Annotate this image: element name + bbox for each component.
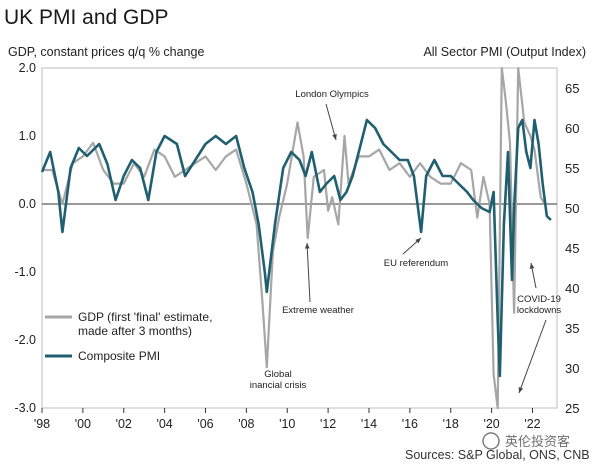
right-tick-label: 40	[565, 281, 579, 296]
annotation-arrow	[306, 242, 311, 303]
right-tick-labels: 65 60 55 50 45 40 35 30 25	[565, 81, 579, 416]
right-tick-label: 25	[565, 401, 579, 416]
annotation-arrowhead	[529, 263, 535, 269]
right-tick-label: 30	[565, 361, 579, 376]
left-tick-label: 2.0	[19, 61, 36, 75]
annotation-label: Global	[264, 369, 291, 380]
composite-pmi-series-line	[40, 118, 552, 378]
annotation-arrowhead	[518, 387, 524, 393]
x-tick-label: '06	[197, 417, 213, 431]
right-tick-label: 45	[565, 241, 579, 256]
x-tick-label: '98	[34, 417, 50, 431]
x-tick-label: '14	[361, 417, 377, 431]
x-tick-label: '08	[238, 417, 254, 431]
left-tick-label: 0.0	[19, 197, 36, 211]
x-tick-label: '02	[116, 417, 132, 431]
x-tick-labels: '98 '00 '02 '04 '06 '08 '10 '12 '14 '16 '18 '20 '22	[34, 408, 541, 431]
source-note: Sources: S&P Global, ONS, CNB	[405, 448, 590, 462]
legend-gdp-label-line2: made after 3 months)	[78, 324, 192, 338]
x-tick-label: '16	[402, 417, 418, 431]
watermark-icon	[482, 432, 500, 450]
annotation-arrow	[325, 103, 337, 141]
annotation-arrowhead	[304, 243, 310, 249]
x-tick-label: '04	[156, 417, 172, 431]
right-tick-label: 50	[565, 201, 579, 216]
annotation-label: Extreme weather	[282, 305, 354, 316]
legend-gdp-label-line1: GDP (first 'final' estimate,	[78, 310, 212, 324]
gdp-series-line	[42, 66, 546, 410]
left-axis-label: GDP, constant prices q/q % change	[8, 45, 204, 59]
legend-pmi-label: Composite PMI	[78, 349, 160, 363]
x-tick-label: '20	[483, 417, 499, 431]
right-tick-label: 55	[565, 161, 579, 176]
series-layer	[40, 66, 552, 410]
right-tick-label: 65	[565, 81, 579, 96]
x-tick-label: '12	[320, 417, 336, 431]
x-tick-label: '18	[443, 417, 459, 431]
annotation-label: lockdowns	[517, 305, 562, 316]
annotation-label: inancial crisis	[250, 380, 307, 391]
annotation-arrow	[518, 319, 547, 394]
left-tick-label: 1.0	[19, 129, 36, 143]
left-tick-label: -3.0	[14, 401, 36, 415]
x-tick-label: '00	[75, 417, 91, 431]
left-tick-label: -2.0	[14, 333, 36, 347]
right-tick-label: 60	[565, 121, 579, 136]
left-tick-label: -1.0	[14, 265, 36, 279]
annotation-label: London Olympics	[295, 89, 369, 100]
annotation-label: EU referendum	[384, 258, 449, 269]
left-tick-labels: 2.0 1.0 0.0 -1.0 -2.0 -3.0	[14, 61, 36, 415]
plot-area-frame	[41, 67, 558, 409]
annotation-layer: London Olympics Extreme weather Globalinan…	[250, 89, 562, 394]
watermark-text: 英伦投资客	[505, 434, 570, 449]
right-tick-label: 35	[565, 321, 579, 336]
legend: GDP (first 'final' estimate, made after …	[45, 310, 212, 363]
watermark: 英伦投资客	[482, 432, 570, 450]
annotation-label: COVID-19	[517, 294, 561, 305]
right-axis-label: All Sector PMI (Output Index)	[423, 45, 586, 59]
annotation-arrowhead	[415, 238, 421, 244]
x-tick-label: '22	[524, 417, 540, 431]
chart-title: UK PMI and GDP	[4, 6, 169, 29]
annotation-arrowhead	[332, 134, 337, 140]
x-tick-label: '10	[279, 417, 295, 431]
